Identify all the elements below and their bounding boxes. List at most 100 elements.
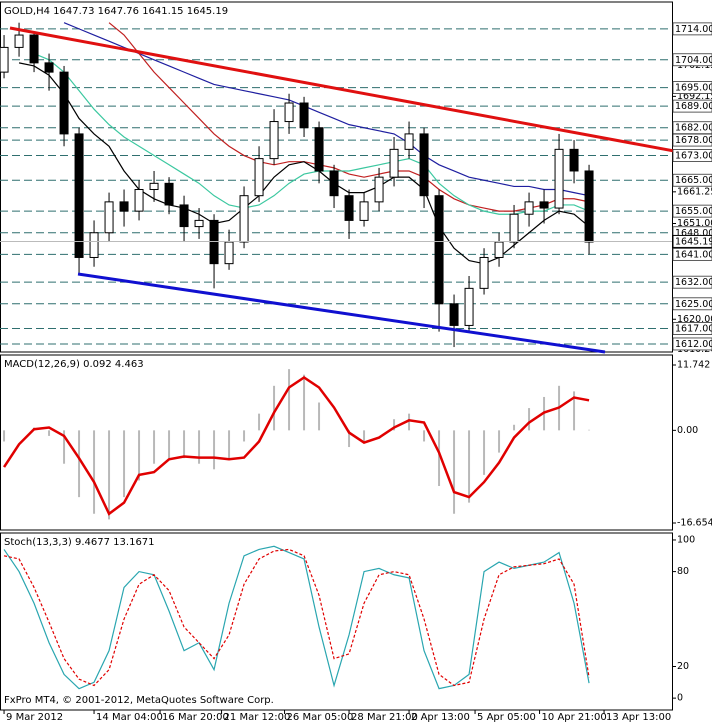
x-tick-label: 10 Apr 21:00 <box>542 712 607 723</box>
level-label-box <box>672 297 712 311</box>
candle-body <box>569 148 579 172</box>
level-label: 1665.00 <box>675 175 712 186</box>
level-label-box <box>672 22 712 36</box>
current-price-label: 1645.19 <box>675 236 712 247</box>
resistance-trendline <box>9 26 712 160</box>
level-label-box <box>672 204 712 218</box>
candle-body <box>374 176 384 203</box>
y-tick-label: 0.00 <box>677 425 698 436</box>
candle-body <box>344 195 354 221</box>
level-label-box <box>672 275 712 289</box>
candle-body <box>89 232 99 258</box>
candle-body <box>134 189 144 212</box>
candle-body <box>179 204 189 228</box>
candle-body <box>0 46 9 73</box>
candle-body <box>29 34 39 64</box>
level-label: 1714.00 <box>675 24 712 35</box>
stoch-main-line <box>3 545 590 690</box>
level-label: 1695.00 <box>675 83 712 94</box>
y-tick-label: 1692.15 <box>677 91 712 102</box>
y-tick-label: -16.654 <box>677 518 712 529</box>
level-label: 1648.00 <box>675 228 712 239</box>
candle-body <box>389 148 399 178</box>
y-tick-label: 1661.25 <box>677 186 712 197</box>
level-label-box <box>672 173 712 187</box>
current-price-box <box>672 234 712 248</box>
candle-body <box>434 195 444 305</box>
candle-body <box>209 219 219 265</box>
level-label-box <box>672 247 712 261</box>
level-label-box <box>672 322 712 335</box>
level-label: 1617.00 <box>675 324 712 335</box>
panel-frame <box>0 354 673 531</box>
level-label-box <box>672 133 712 147</box>
level-label: 1704.00 <box>675 55 712 66</box>
y-tick-label: 100 <box>677 534 695 545</box>
candle-body <box>314 127 324 172</box>
candle-body <box>404 133 414 150</box>
candle-body <box>194 219 204 228</box>
x-tick-label: 5 Apr 05:00 <box>477 712 536 723</box>
x-tick-label: 2 Apr 13:00 <box>411 712 470 723</box>
panel-title: Stoch(13,3,3) 9.4677 13.1671 <box>4 537 155 548</box>
moving-average <box>108 22 590 212</box>
moving-average <box>18 62 590 265</box>
level-label: 1641.00 <box>675 249 712 260</box>
level-label: 1689.00 <box>675 101 712 112</box>
x-tick-label: 21 Mar 12:00 <box>224 712 291 723</box>
moving-average <box>33 53 590 215</box>
panel-title: MACD(12,26,9) 0.092 4.463 <box>4 359 144 370</box>
label-layer: 1714.00 1704.00 1695.00 1689.00 1682.001678.… <box>4 6 712 706</box>
panel-frame <box>0 532 673 711</box>
candle-body <box>359 201 369 221</box>
candle-body <box>44 62 54 73</box>
y-tick-label: 1651.00 <box>677 218 712 229</box>
stoch-signal-line <box>3 548 590 687</box>
candle-body <box>524 201 534 215</box>
level-label-box <box>672 53 712 67</box>
level-label-box <box>672 149 712 162</box>
candle-body <box>554 148 564 209</box>
level-label: 1678.00 <box>675 135 712 146</box>
y-tick-label: 80 <box>677 566 689 577</box>
level-label-box <box>672 337 712 351</box>
y-tick-label: 0 <box>677 693 683 704</box>
candle-body <box>299 102 309 129</box>
panel-frame <box>0 1 673 353</box>
y-tick-label: 1620.00 <box>677 314 712 325</box>
candle-body <box>449 303 459 326</box>
candle-body <box>269 121 279 160</box>
level-label: 1655.00 <box>675 206 712 217</box>
candle-body <box>509 213 519 243</box>
level-label: 1632.00 <box>675 277 712 288</box>
candle-body <box>149 182 159 191</box>
candle-body <box>239 195 249 243</box>
y-tick-label: 11.742 <box>677 360 710 371</box>
candle-body <box>494 241 504 258</box>
candle-body <box>329 170 339 197</box>
footer: FxPro MT4, © 2001-2012, MetaQuotes Softw… <box>4 695 274 706</box>
level-label: 1625.00 <box>675 299 712 310</box>
candle-body <box>224 241 234 265</box>
candle-body <box>119 201 129 212</box>
x-tick-label: 28 Mar 21:00 <box>351 712 418 723</box>
panel-title: GOLD,H4 1647.73 1647.76 1641.15 1645.19 <box>4 6 228 17</box>
x-tick-label: 26 Mar 05:00 <box>287 712 354 723</box>
candle-body <box>419 133 429 197</box>
x-tick-label: 14 Mar 04:00 <box>96 712 163 723</box>
candle-body <box>104 201 114 234</box>
x-tick-label: 16 Mar 20:00 <box>162 712 229 723</box>
candle-body <box>539 201 549 209</box>
level-label-box <box>672 81 712 94</box>
macd-signal-line <box>3 375 590 516</box>
level-label: 1673.00 <box>675 151 712 162</box>
level-label-box <box>672 99 712 113</box>
x-tick-label: 9 Mar 2012 <box>6 712 63 723</box>
candle-body <box>164 182 174 206</box>
candle-body <box>464 287 474 326</box>
level-label: 1682.00 <box>675 123 712 134</box>
y-tick-label: 20 <box>677 661 689 672</box>
candle-body <box>59 71 69 135</box>
